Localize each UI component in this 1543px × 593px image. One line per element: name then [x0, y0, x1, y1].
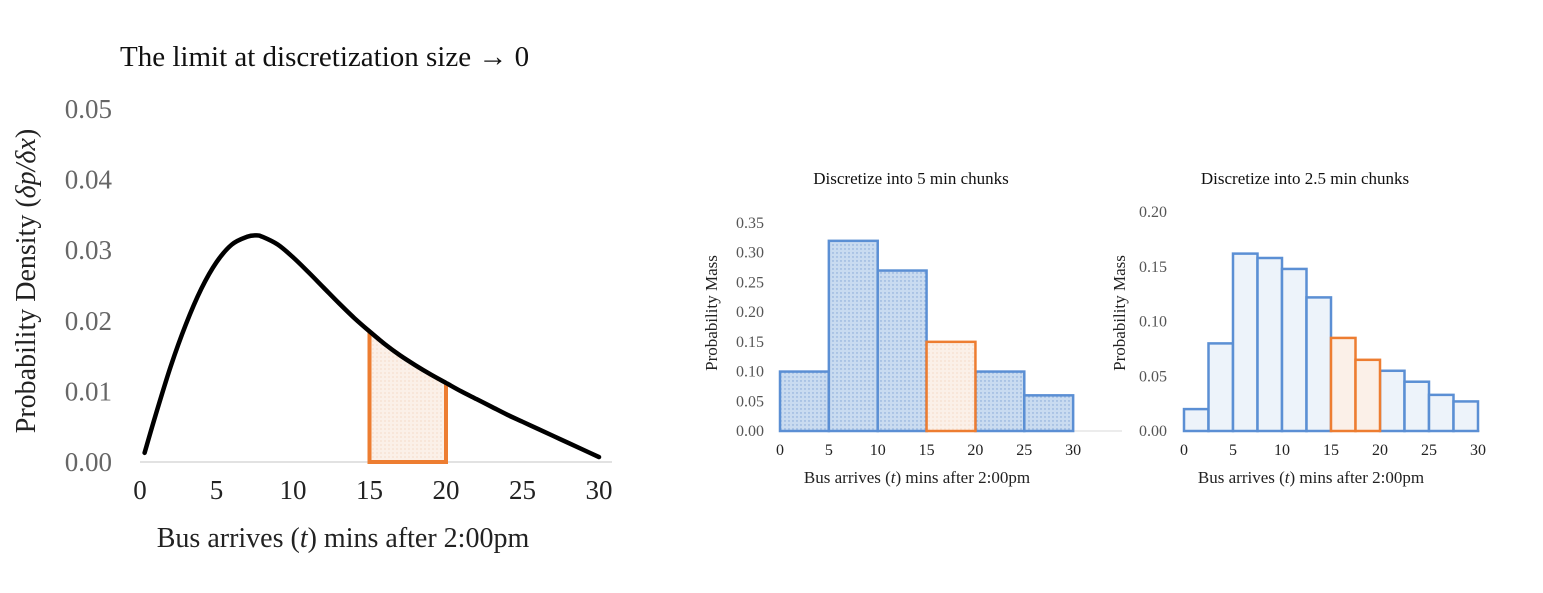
histogram-2-5min-bar: [1182, 407, 1210, 433]
histogram-2-5min-y-tick-labels: 0.00 0.05 0.10 0.15 0.20: [1139, 204, 1167, 440]
density-y-tick-label: 0.04: [65, 165, 113, 195]
density-highlight-area: [367, 327, 448, 464]
histogram-2-5min-bar-highlighted: [1354, 358, 1382, 433]
histogram-5min-y-tick-label: 0.20: [736, 304, 764, 321]
density-y-tick-label: 0.01: [65, 376, 112, 406]
histogram-2-5min-x-axis-label: Bus arrives (t) mins after 2:00pm: [1198, 468, 1424, 487]
histogram-5min-x-tick-label: 25: [1016, 442, 1032, 459]
histogram-5min-y-tick-label: 0.15: [736, 334, 764, 351]
histogram-2-5min-bar-highlighted: [1329, 336, 1357, 433]
histogram-5min-bar: [778, 370, 831, 433]
histogram-2-5min-bar: [1256, 256, 1284, 433]
histogram-2-5min-bar: [1427, 393, 1455, 433]
histogram-5min-y-tick-label: 0.35: [736, 215, 764, 232]
histogram-2-5min-x-tick-label: 5: [1229, 442, 1237, 459]
density-y-tick-labels: 0.00 0.01 0.02 0.03 0.04 0.05: [65, 94, 113, 477]
histogram-2-5min-y-tick-label: 0.05: [1139, 368, 1167, 385]
histogram-2-5min-y-tick-label: 0.00: [1139, 423, 1167, 440]
histogram-2-5min-bar: [1231, 252, 1259, 433]
histogram-2-5min-y-axis-label: Probability Mass: [1110, 255, 1129, 371]
histogram-5min-bar: [876, 269, 928, 433]
histogram-5min-bars: [778, 239, 1075, 433]
density-y-tick-label: 0.05: [65, 94, 112, 124]
histogram-2-5min-y-tick-label: 0.10: [1139, 314, 1167, 331]
density-x-tick-label: 5: [210, 475, 224, 505]
histogram-2-5min-title: Discretize into 2.5 min chunks: [1201, 169, 1409, 188]
histogram-5min-y-axis-label: Probability Mass: [702, 255, 721, 371]
histogram-5min-bar: [827, 239, 879, 433]
histogram-2-5min-x-tick-labels: 0 5 10 15 20 25 30: [1180, 442, 1486, 459]
histogram-2-5min-bar: [1207, 342, 1235, 433]
histogram-5min-y-tick-label: 0.30: [736, 245, 764, 262]
density-highlight-region: [367, 327, 448, 464]
histogram-2-5min-bar: [1452, 400, 1480, 433]
histogram-5min-x-axis-label: Bus arrives (t) mins after 2:00pm: [804, 468, 1030, 487]
histogram-5min-x-tick-label: 30: [1065, 442, 1081, 459]
histogram-2-5min-chart: Discretize into 2.5 min chunks 0.000.050…: [1110, 169, 1486, 487]
histogram-5min-title: Discretize into 5 min chunks: [813, 169, 1008, 188]
density-chart-title: The limit at discretization size → 0: [120, 41, 529, 73]
histogram-5min-bar: [1023, 394, 1075, 433]
histogram-5min-y-tick-label: 0.00: [736, 423, 764, 440]
density-y-tick-label: 0.02: [65, 306, 112, 336]
histogram-2-5min-bar: [1305, 296, 1333, 433]
density-x-tick-label: 15: [356, 475, 383, 505]
histogram-5min-y-tick-label: 0.25: [736, 274, 764, 291]
histogram-5min-chart: Discretize into 5 min chunks 0.00 0.05 0.1…: [702, 169, 1122, 487]
histogram-5min-x-tick-labels: 0 5 10 15 20 25 30: [776, 442, 1081, 459]
density-x-axis-label: Bus arrives (t) mins after 2:00pm: [157, 523, 530, 554]
histogram-2-5min-x-tick-label: 10: [1274, 442, 1290, 459]
density-curve-line: [142, 233, 602, 460]
histogram-5min-x-tick-label: 20: [967, 442, 983, 459]
histogram-2-5min-y-tick-label: 0.20: [1139, 204, 1167, 221]
density-x-tick-labels: 0 5 10 15 20 25 30: [133, 475, 612, 505]
density-y-tick-label: 0.03: [65, 235, 112, 265]
density-y-axis-label: Probability Density (δp/δx): [11, 129, 42, 433]
histogram-2-5min-x-tick-label: 15: [1323, 442, 1339, 459]
density-x-tick-label: 25: [509, 475, 536, 505]
histogram-2-5min-bar: [1280, 267, 1308, 433]
histogram-5min-x-tick-label: 5: [825, 442, 833, 459]
histogram-2-5min-x-tick-label: 0: [1180, 442, 1188, 459]
histogram-2-5min-x-tick-label: 30: [1470, 442, 1486, 459]
density-y-tick-label: 0.00: [65, 447, 112, 477]
histogram-5min-y-tick-label: 0.10: [736, 364, 764, 381]
histogram-2-5min-bar: [1378, 369, 1406, 433]
density-x-tick-label: 0: [133, 475, 147, 505]
density-x-tick-label: 30: [586, 475, 613, 505]
histogram-5min-bar-highlighted: [925, 340, 977, 433]
histogram-5min-y-tick-labels: 0.00 0.05 0.10 0.15 0.20 0.25 0.30 0.35: [736, 215, 764, 440]
histogram-5min-x-tick-label: 10: [870, 442, 886, 459]
histogram-2-5min-bar: [1403, 380, 1431, 433]
histogram-5min-bar: [974, 370, 1026, 433]
density-x-tick-label: 20: [433, 475, 460, 505]
histogram-5min-x-tick-label: 15: [919, 442, 935, 459]
histogram-2-5min-x-tick-label: 25: [1421, 442, 1437, 459]
histogram-2-5min-x-tick-label: 20: [1372, 442, 1388, 459]
histogram-2-5min-bars: [1182, 252, 1480, 433]
density-x-tick-label: 10: [280, 475, 307, 505]
histogram-5min-x-tick-label: 0: [776, 442, 784, 459]
density-chart: The limit at discretization size → 0 0.0…: [11, 41, 613, 554]
histogram-2-5min-y-tick-label: 0.15: [1139, 259, 1167, 276]
histogram-5min-y-tick-label: 0.05: [736, 393, 764, 410]
